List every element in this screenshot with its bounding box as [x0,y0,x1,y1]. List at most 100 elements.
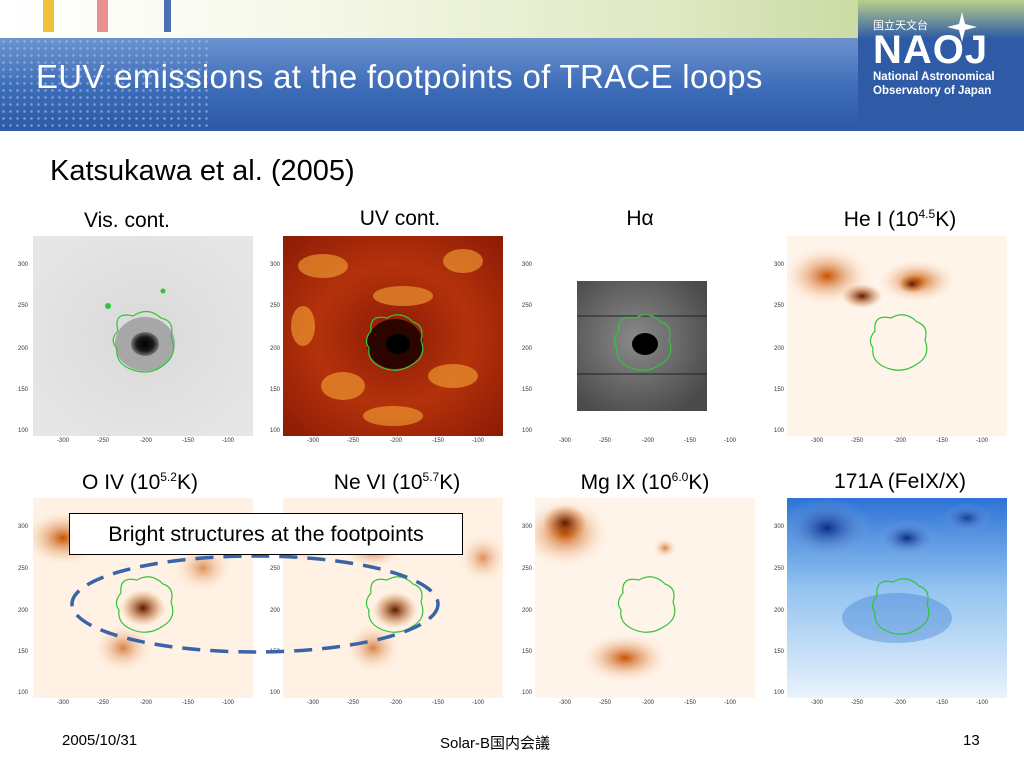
image-uv-cont [283,236,503,436]
citation: Katsukawa et al. (2005) [50,155,355,187]
x-tick: -150 [432,700,445,706]
panel-label-vis: Vis. cont. [84,209,170,232]
logo-naoj: NAOJ [873,28,989,72]
y-tick: 200 [270,346,281,352]
image-h-alpha [535,236,755,436]
y-tick: 300 [522,524,533,530]
x-tick: -250 [599,700,612,706]
y-tick: 250 [522,303,533,309]
x-tick: -200 [894,700,907,706]
star-logo-icon [947,12,977,42]
x-tick: -250 [851,438,864,444]
x-tick: -250 [347,700,360,706]
x-tick: -300 [559,438,572,444]
x-tick: -250 [599,438,612,444]
y-tick: 100 [774,690,785,696]
x-tick: -300 [559,700,572,706]
y-tick: 300 [18,524,29,530]
y-tick: 100 [522,690,533,696]
header-divider [0,128,1024,131]
x-tick: -200 [140,438,153,444]
y-tick: 300 [18,262,29,268]
y-tick: 300 [774,524,785,530]
y-tick: 250 [270,566,281,572]
x-tick: -100 [724,438,737,444]
x-tick: -150 [936,700,949,706]
y-tick: 150 [522,387,533,393]
x-tick: -300 [307,700,320,706]
image-he-i [787,236,1007,436]
x-tick: -100 [976,438,989,444]
y-tick: 150 [270,387,281,393]
x-tick: -150 [182,438,195,444]
x-tick: -300 [307,438,320,444]
image-171a [787,498,1007,698]
stripe-yellow [43,0,54,32]
x-tick: -300 [57,700,70,706]
x-tick: -100 [724,700,737,706]
footer-meeting: Solar-B国内会議 [440,735,551,752]
panel-label-o4: O IV (105.2K) [82,470,198,494]
y-tick: 200 [522,608,533,614]
x-tick: -150 [936,438,949,444]
x-tick: -200 [642,438,655,444]
x-tick: -250 [97,700,110,706]
logo-line-2: Observatory of Japan [873,85,992,97]
y-tick: 100 [18,690,29,696]
x-tick: -200 [642,700,655,706]
panel-label-ha: Hα [626,207,654,230]
callout-box: Bright structures at the footpoints [69,513,463,555]
x-tick: -150 [432,438,445,444]
x-tick: -200 [894,438,907,444]
x-tick: -100 [472,700,485,706]
y-tick: 300 [774,262,785,268]
x-tick: -300 [811,438,824,444]
y-tick: 250 [270,303,281,309]
y-tick: 250 [774,566,785,572]
x-tick: -150 [182,700,195,706]
panel-label-ne: Ne VI (105.7K) [333,470,461,494]
y-tick: 300 [522,262,533,268]
footer-date: 2005/10/31 [62,732,138,749]
y-tick: 100 [270,690,281,696]
x-tick: -250 [347,438,360,444]
y-tick: 100 [774,428,785,434]
x-tick: -100 [222,438,235,444]
y-tick: 200 [270,608,281,614]
y-tick: 100 [18,428,29,434]
image-vis-cont [33,236,253,436]
y-tick: 300 [270,262,281,268]
x-tick: -300 [57,438,70,444]
panel-label-fe: 171A (FeIX/X) [834,470,966,493]
x-tick: -250 [851,700,864,706]
y-tick: 250 [522,566,533,572]
y-tick: 150 [774,649,785,655]
x-tick: -100 [976,700,989,706]
y-tick: 250 [18,303,29,309]
logo-jp-text: 国立天文台 [873,20,928,32]
y-tick: 200 [18,608,29,614]
panel-label-uv: UV cont. [359,207,441,230]
x-tick: -100 [222,700,235,706]
title-bar [0,38,858,128]
x-tick: -200 [140,700,153,706]
y-tick: 150 [18,649,29,655]
y-tick: 150 [522,649,533,655]
x-tick: -150 [684,700,697,706]
x-tick: -150 [684,438,697,444]
x-tick: -200 [390,438,403,444]
x-tick: -200 [390,700,403,706]
y-tick: 250 [774,303,785,309]
stripe-pink [97,0,108,32]
page-number: 13 [963,732,980,749]
y-tick: 100 [270,428,281,434]
x-tick: -100 [472,438,485,444]
panel-label-he: He I (104.5K) [843,207,957,231]
y-tick: 250 [18,566,29,572]
logo-area [858,0,1024,128]
y-tick: 200 [774,608,785,614]
stripe-blue [164,0,171,32]
panel-label-mg: Mg IX (106.0K) [580,470,710,494]
image-mg-ix [535,498,755,698]
y-tick: 150 [774,387,785,393]
